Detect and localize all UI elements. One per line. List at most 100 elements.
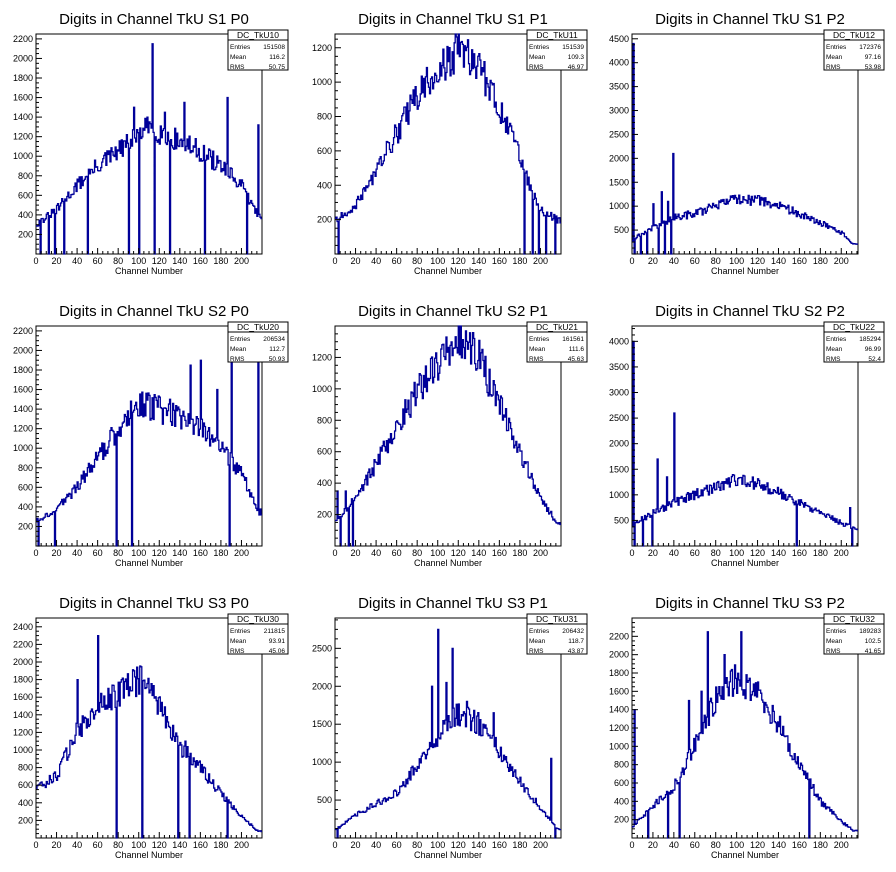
x-tick-label: 100 bbox=[131, 256, 146, 266]
x-tick-label: 120 bbox=[451, 840, 466, 850]
x-tick-label: 100 bbox=[131, 840, 146, 850]
x-tick-label: 180 bbox=[813, 256, 828, 266]
x-tick-label: 140 bbox=[172, 840, 187, 850]
y-tick-label: 800 bbox=[317, 112, 332, 122]
stats-box bbox=[823, 29, 885, 71]
y-tick-label: 2000 bbox=[312, 681, 332, 691]
y-tick-label: 1000 bbox=[13, 151, 33, 161]
y-tick-label: 1400 bbox=[13, 112, 33, 122]
y-tick-label: 400 bbox=[18, 502, 33, 512]
stats-value: 172376 bbox=[859, 44, 881, 51]
y-tick-label: 2500 bbox=[609, 129, 629, 139]
x-tick-label: 80 bbox=[412, 548, 422, 558]
y-tick-label: 2000 bbox=[13, 53, 33, 63]
x-tick-label: 120 bbox=[451, 548, 466, 558]
x-tick-label: 100 bbox=[729, 256, 744, 266]
stats-key: Mean bbox=[230, 54, 247, 61]
y-tick-label: 1600 bbox=[609, 686, 629, 696]
x-axis-label: Channel Number bbox=[711, 558, 779, 568]
stats-key: RMS bbox=[826, 356, 841, 363]
x-axis-label: Channel Number bbox=[414, 850, 482, 860]
stats-value: 185294 bbox=[859, 336, 881, 343]
x-tick-label: 140 bbox=[471, 840, 486, 850]
stats-value: 112.7 bbox=[269, 346, 285, 353]
x-tick-label: 100 bbox=[729, 840, 744, 850]
stats-key: RMS bbox=[826, 648, 841, 655]
stats-name: DC_TkU21 bbox=[536, 322, 578, 332]
x-tick-label: 140 bbox=[172, 548, 187, 558]
y-tick-label: 2200 bbox=[13, 639, 33, 649]
y-tick-label: 500 bbox=[317, 795, 332, 805]
y-tick-label: 1800 bbox=[609, 668, 629, 678]
x-tick-label: 0 bbox=[332, 548, 337, 558]
y-tick-label: 2500 bbox=[312, 643, 332, 653]
x-tick-label: 100 bbox=[729, 548, 744, 558]
stats-box bbox=[227, 29, 289, 71]
y-tick-label: 400 bbox=[18, 798, 33, 808]
chart-title: Digits in Channel TkU S1 P0 bbox=[59, 11, 249, 28]
x-tick-label: 40 bbox=[669, 548, 679, 558]
y-tick-label: 800 bbox=[614, 760, 629, 770]
x-tick-label: 180 bbox=[813, 548, 828, 558]
stats-value: 45.06 bbox=[269, 648, 286, 655]
y-tick-label: 4000 bbox=[609, 58, 629, 68]
y-tick-label: 600 bbox=[18, 190, 33, 200]
stats-key: RMS bbox=[826, 64, 841, 71]
histogram-panel: Digits in Channel TkU S1 P1 0 20 40 60 80 100 1… bbox=[312, 11, 588, 276]
x-axis-label: Channel Number bbox=[414, 558, 482, 568]
x-tick-label: 160 bbox=[492, 840, 507, 850]
x-tick-label: 20 bbox=[351, 840, 361, 850]
y-tick-label: 1200 bbox=[13, 424, 33, 434]
x-tick-label: 160 bbox=[792, 840, 807, 850]
x-axis-label: Channel Number bbox=[115, 850, 183, 860]
x-tick-label: 40 bbox=[371, 256, 381, 266]
stats-key: RMS bbox=[230, 356, 245, 363]
stats-value: 52.4 bbox=[868, 356, 881, 363]
x-tick-label: 40 bbox=[72, 840, 82, 850]
y-tick-label: 1000 bbox=[312, 384, 332, 394]
stats-name: DC_TkU10 bbox=[237, 30, 279, 40]
stats-box bbox=[526, 321, 588, 363]
y-tick-label: 600 bbox=[614, 778, 629, 788]
plot-frame bbox=[631, 33, 859, 255]
y-tick-label: 2400 bbox=[13, 622, 33, 632]
x-tick-label: 20 bbox=[52, 548, 62, 558]
y-tick-label: 1000 bbox=[609, 201, 629, 211]
histogram-line bbox=[632, 631, 858, 839]
chart-title: Digits in Channel TkU S2 P0 bbox=[59, 303, 249, 320]
chart-title: Digits in Channel TkU S3 P0 bbox=[59, 595, 249, 612]
x-tick-label: 0 bbox=[33, 840, 38, 850]
x-tick-label: 60 bbox=[392, 840, 402, 850]
x-tick-label: 0 bbox=[332, 840, 337, 850]
stats-value: 118.7 bbox=[568, 638, 584, 645]
histogram-panel: Digits in Channel TkU S1 P0 0 20 40 60 80 100 1… bbox=[13, 11, 289, 276]
y-tick-label: 1400 bbox=[609, 705, 629, 715]
stats-box bbox=[526, 613, 588, 655]
stats-box bbox=[227, 321, 289, 363]
x-tick-label: 20 bbox=[52, 840, 62, 850]
stats-key: Entries bbox=[826, 44, 847, 51]
histogram-panel: Digits in Channel TkU S3 P1 0 20 40 60 80 100 1… bbox=[312, 595, 588, 860]
stats-key: Mean bbox=[230, 638, 247, 645]
y-tick-label: 400 bbox=[18, 210, 33, 220]
x-tick-label: 80 bbox=[711, 256, 721, 266]
x-tick-label: 20 bbox=[351, 256, 361, 266]
stats-box bbox=[823, 321, 885, 363]
x-tick-label: 80 bbox=[113, 840, 123, 850]
stats-key: RMS bbox=[230, 64, 245, 71]
stats-name: DC_TkU30 bbox=[237, 614, 279, 624]
x-tick-label: 180 bbox=[213, 840, 228, 850]
x-tick-label: 140 bbox=[471, 256, 486, 266]
x-tick-label: 60 bbox=[392, 256, 402, 266]
x-tick-label: 200 bbox=[834, 548, 849, 558]
y-tick-label: 1500 bbox=[609, 464, 629, 474]
x-tick-label: 120 bbox=[152, 548, 167, 558]
stats-key: Entries bbox=[529, 44, 550, 51]
histogram-line bbox=[36, 43, 262, 255]
x-tick-label: 40 bbox=[72, 548, 82, 558]
y-tick-label: 1200 bbox=[312, 43, 332, 53]
y-tick-label: 600 bbox=[317, 146, 332, 156]
stats-box bbox=[526, 29, 588, 71]
y-tick-label: 800 bbox=[18, 463, 33, 473]
chart-title: Digits in Channel TkU S2 P1 bbox=[358, 303, 548, 320]
